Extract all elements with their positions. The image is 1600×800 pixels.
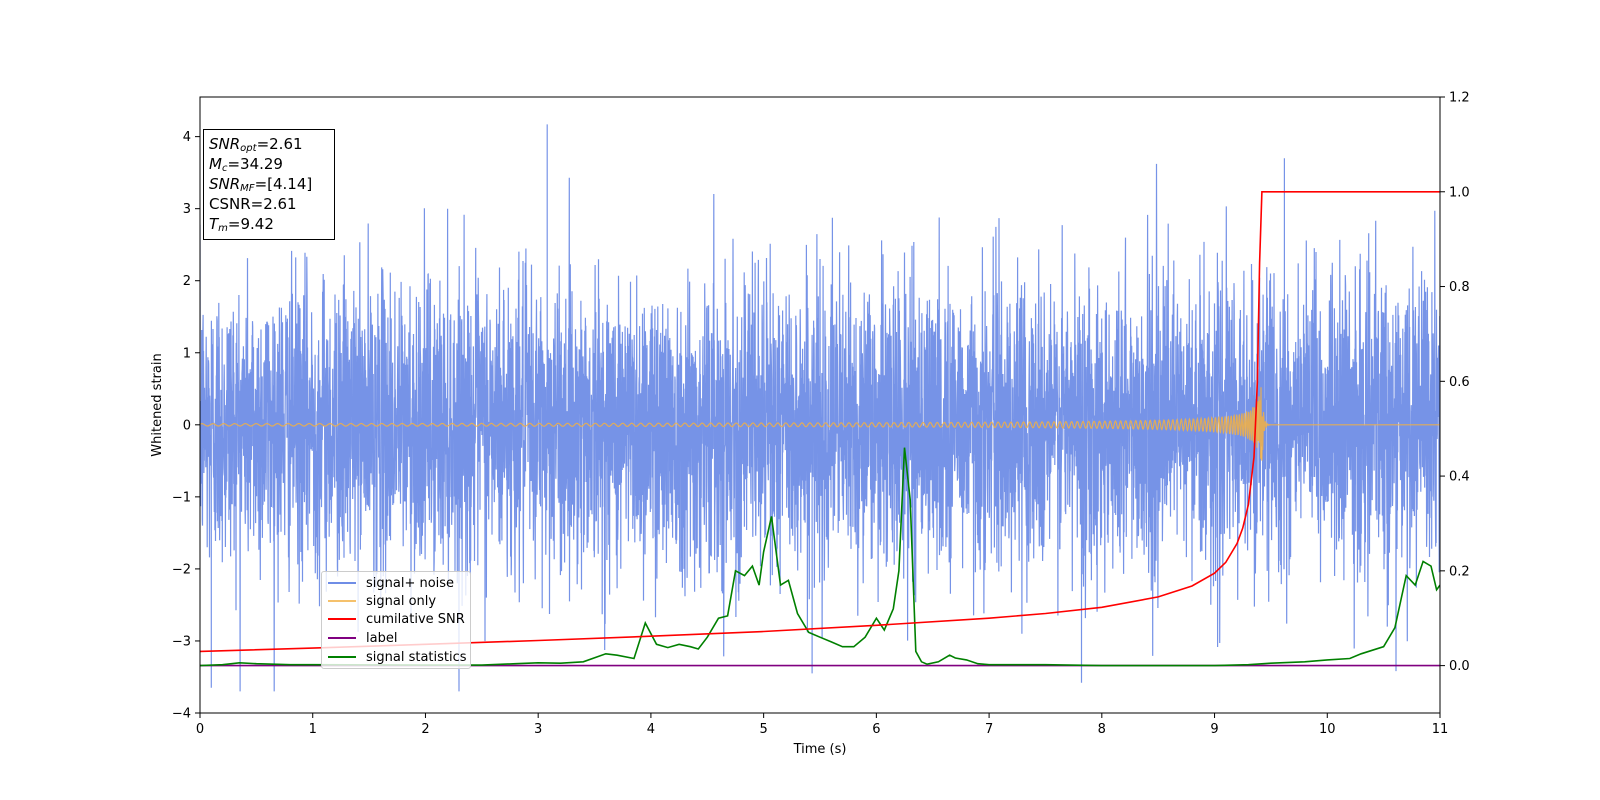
- x-axis-label: Time (s): [793, 742, 847, 757]
- stat-snr-opt: SNRopt=2.61: [209, 135, 303, 154]
- legend-label-signal-statistics: signal statistics: [366, 649, 467, 665]
- y-tick-label: 2: [183, 274, 191, 289]
- x-tick-label: 7: [985, 722, 993, 737]
- legend-item-signal-only: signal only: [328, 592, 436, 610]
- y-tick-label: −4: [172, 707, 191, 722]
- y-tick-label: 1: [183, 346, 191, 361]
- stat-tm: Tm=9.42: [209, 215, 274, 234]
- series-signal-noise: [200, 124, 1440, 692]
- y2-tick-label: 1.0: [1449, 185, 1470, 200]
- x-tick-label: 6: [872, 722, 880, 737]
- legend-item-signal-statistics: signal statistics: [328, 648, 467, 666]
- legend-item-signal-noise: signal+ noise: [328, 574, 454, 592]
- x-tick-label: 0: [196, 722, 204, 737]
- legend-label-signal-only: signal only: [366, 593, 437, 609]
- y-tick-label: 3: [183, 202, 191, 217]
- legend: signal+ noise signal only cumilative SNR…: [321, 571, 471, 669]
- y-axis-label: Whitened strain: [150, 353, 165, 456]
- x-tick-label: 2: [421, 722, 429, 737]
- x-axis: 0 1 2 3 4 5 6 7 8 9 10 11: [196, 713, 1448, 737]
- legend-swatch-signal-only: [328, 600, 356, 602]
- stats-box: SNRopt=2.61 Mc=34.29 SNRMF=[4.14] CSNR=2…: [203, 129, 335, 240]
- legend-label-label: label: [366, 630, 398, 646]
- y-tick-label: −2: [172, 562, 191, 577]
- x-tick-label: 3: [534, 722, 542, 737]
- legend-label-signal-noise: signal+ noise: [366, 575, 455, 591]
- series-cumulative-snr: [200, 191, 1440, 653]
- x-tick-label: 5: [759, 722, 767, 737]
- legend-item-cumulative-snr: cumilative SNR: [328, 610, 465, 628]
- y-axis-left: −4 −3 −2 −1 0 1 2 3 4: [172, 130, 200, 722]
- series-signal-only: [200, 387, 1440, 461]
- y-tick-label: 4: [183, 130, 191, 145]
- plot-frame: [199, 96, 1441, 714]
- x-tick-label: 4: [647, 722, 655, 737]
- x-tick-label: 10: [1319, 722, 1336, 737]
- y-axis-right: 0.0 0.2 0.4 0.6 0.8 1.0 1.2: [1440, 91, 1470, 674]
- legend-swatch-signal-statistics: [328, 656, 356, 658]
- y-tick-label: −1: [172, 490, 191, 505]
- y2-tick-label: 0.8: [1449, 280, 1470, 295]
- y2-tick-label: 1.2: [1449, 91, 1470, 106]
- stat-snr-mf: SNRMF=[4.14]: [209, 175, 313, 194]
- legend-item-label: label: [328, 629, 397, 647]
- y2-tick-label: 0.2: [1449, 564, 1470, 579]
- y2-tick-label: 0.0: [1449, 659, 1470, 674]
- legend-swatch-cumulative-snr: [328, 618, 356, 620]
- y2-tick-label: 0.4: [1449, 470, 1470, 485]
- x-tick-label: 9: [1210, 722, 1218, 737]
- series-signal-statistics: [200, 447, 1440, 667]
- legend-swatch-signal-noise: [328, 582, 356, 584]
- stat-csnr: CSNR=2.61: [209, 195, 297, 213]
- y2-tick-label: 0.6: [1449, 375, 1470, 390]
- x-tick-label: 11: [1432, 722, 1449, 737]
- x-tick-label: 8: [1098, 722, 1106, 737]
- y-tick-label: 0: [183, 418, 191, 433]
- stat-mc: Mc=34.29: [209, 155, 283, 174]
- legend-label-cumulative-snr: cumilative SNR: [366, 611, 465, 627]
- y-tick-label: −3: [172, 634, 191, 649]
- x-tick-label: 1: [309, 722, 317, 737]
- legend-swatch-label: [328, 637, 356, 639]
